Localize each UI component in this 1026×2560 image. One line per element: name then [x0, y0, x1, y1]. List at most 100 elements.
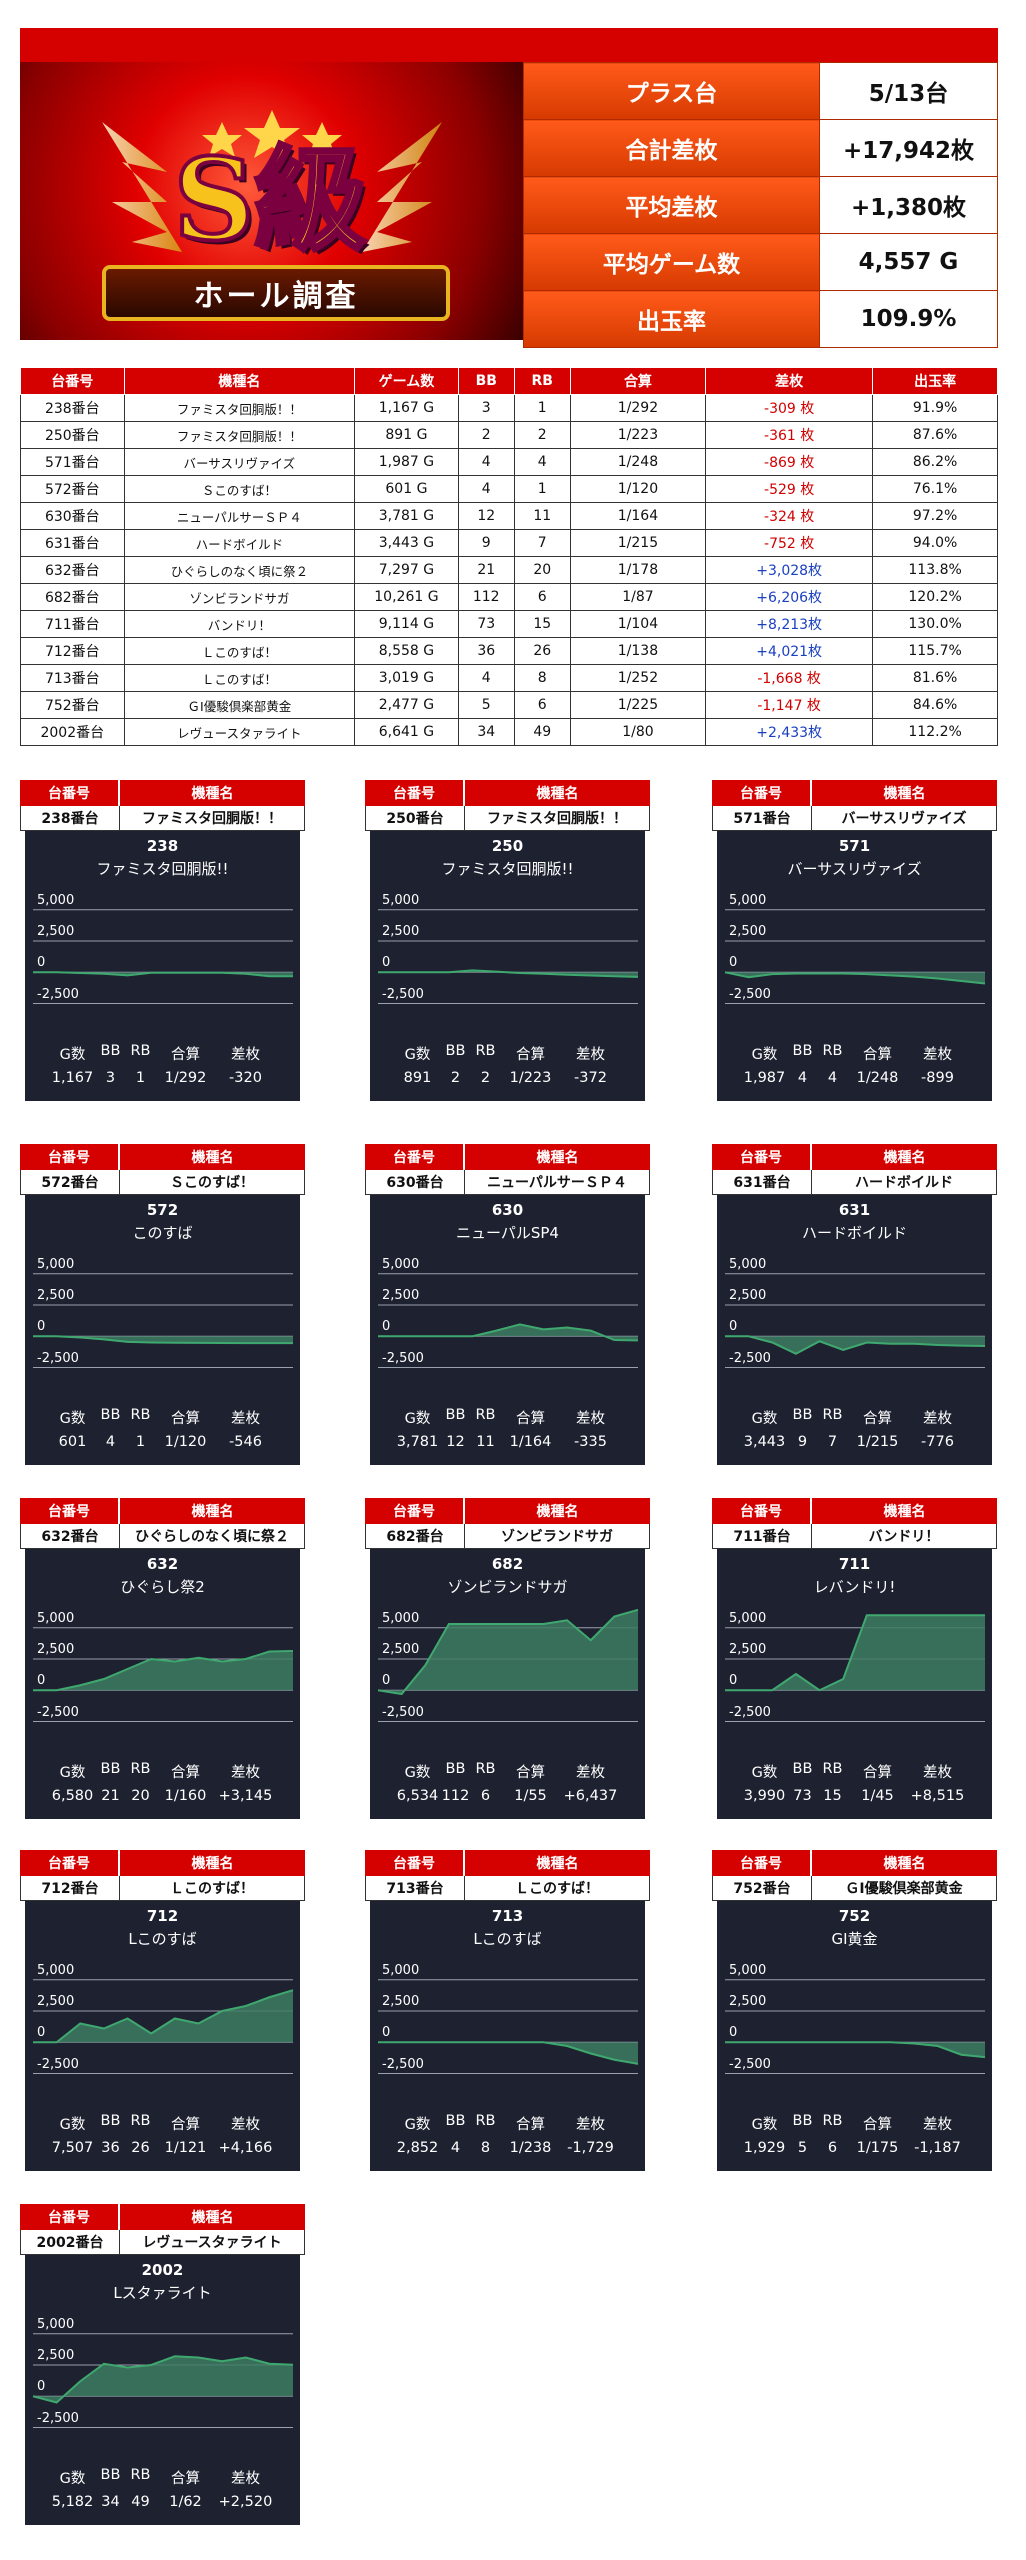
stat-value: 21 [101, 1788, 120, 1804]
cell-rb: 6 [513, 691, 571, 719]
cell-rate: 113.8% [872, 556, 998, 584]
y-tick-label: -2,500 [382, 986, 424, 1002]
graph-machine-number: 630 [491, 1201, 524, 1219]
stat-label: BB [445, 2113, 466, 2129]
stat-value: 9 [797, 1434, 808, 1450]
card-header: 台番号 機種名 [365, 780, 650, 806]
y-tick-label: 0 [729, 955, 738, 971]
top-red-bar [20, 28, 998, 62]
series-line [32, 2355, 294, 2404]
graph-machine-number: 713 [491, 1907, 524, 1925]
stat-label: BB [445, 1043, 466, 1059]
graph-machine-name: ひぐらし祭2 [120, 1578, 205, 1596]
card-header-no: 台番号 [365, 1498, 465, 1524]
cell-diff: +3,028枚 [705, 556, 874, 584]
card-header-name: 機種名 [120, 1850, 305, 1876]
graph-machine-number: 711 [838, 1555, 871, 1573]
stats-value-row: 1,167 3 1 1/292 -320 [25, 1070, 300, 1086]
y-tick-label: 2,500 [37, 1994, 75, 2009]
card-header-name: 機種名 [812, 1498, 997, 1524]
stat-value: 8 [480, 2140, 491, 2156]
stat-value: 6,534 [396, 1788, 439, 1804]
stats-label-row: G数 BB RB 合算 差枚 [717, 2113, 992, 2134]
card-info-row: 630番台 ニューパルサーＳＰ４ [365, 1170, 650, 1195]
stat-value: 1/175 [856, 2140, 899, 2156]
card-stats: G数 BB RB 合算 差枚 6,580 21 20 1/160 +3,145 [25, 1761, 300, 1804]
table-row: 631番台 ハードボイルド 3,443 G 9 7 1/215 -752 枚 94.0% [20, 529, 998, 557]
summary-value: 4,557 G [819, 233, 998, 291]
card-info-row: 752番台 ＧⅠ優駿倶楽部黄金 [712, 1876, 997, 1901]
cell-games: 9,114 G [354, 610, 459, 638]
summary-row: 平均差枚 +1,380枚 [523, 176, 998, 234]
stat-label: BB [100, 1407, 121, 1423]
stat-label: BB [792, 2113, 813, 2129]
card-info-row: 682番台 ゾンビランドサガ [365, 1524, 650, 1549]
stat-label: RB [475, 1761, 496, 1777]
series-area [725, 1336, 985, 1354]
cell-rate: 94.0% [872, 529, 998, 557]
stat-label: 合算 [171, 1411, 200, 1427]
stat-label: G数 [59, 1411, 86, 1427]
y-tick-label: 0 [382, 955, 391, 971]
card-machine-no: 711番台 [713, 1524, 812, 1548]
stat-label: BB [100, 1043, 121, 1059]
stat-value: 1 [135, 1434, 146, 1450]
series-area [725, 972, 985, 984]
cell-bb: 5 [457, 691, 515, 719]
stats-value-row: 6,580 21 20 1/160 +3,145 [25, 1788, 300, 1804]
card-header-no: 台番号 [712, 1144, 812, 1170]
stats-label-row: G数 BB RB 合算 差枚 [370, 1043, 645, 1064]
cell-no: 682番台 [20, 583, 125, 611]
stat-label: 差枚 [576, 1765, 605, 1781]
cell-rb: 49 [513, 718, 571, 746]
cell-name: ニューパルサーＳＰ４ [123, 502, 356, 530]
stats-value-row: 3,443 9 7 1/215 -776 [717, 1434, 992, 1450]
stat-value: +6,437 [563, 1788, 618, 1804]
cell-no: 630番台 [20, 502, 125, 530]
cell-bb: 73 [457, 610, 515, 638]
stats-value-row: 6,534 112 6 1/55 +6,437 [370, 1788, 645, 1804]
card-header: 台番号 機種名 [712, 1144, 997, 1170]
cell-ratio: 1/164 [569, 502, 707, 530]
machine-card: 台番号 機種名 682番台 ゾンビランドサガ 682 ゾンビランドサガ 5,000 2,500… [365, 1498, 650, 1833]
stats-label-row: G数 BB RB 合算 差枚 [717, 1761, 992, 1782]
stat-value: 5 [797, 2140, 808, 2156]
y-tick-label: 2,500 [37, 1288, 75, 1303]
card-header: 台番号 機種名 [20, 1144, 305, 1170]
stat-label: RB [130, 1043, 151, 1059]
cell-rate: 120.2% [872, 583, 998, 611]
card-header: 台番号 機種名 [365, 1144, 650, 1170]
machine-card: 台番号 機種名 630番台 ニューパルサーＳＰ４ 630 ニューパルSP4 5,000 2,5… [365, 1144, 650, 1479]
card-info-row: 571番台 バーサスリヴァイズ [712, 806, 997, 831]
card-header-name: 機種名 [812, 1850, 997, 1876]
summary-row: 出玉率 109.9% [523, 290, 998, 348]
stats-value-row: 2,852 4 8 1/238 -1,729 [370, 2140, 645, 2156]
column-header: ゲーム数 [354, 367, 459, 395]
stat-value: 12 [446, 1434, 465, 1450]
cell-name: ファミスタ回胴版！！ [123, 421, 356, 449]
cell-rb: 2 [513, 421, 571, 449]
stat-label: 合算 [516, 2117, 545, 2133]
y-tick-label: 2,500 [37, 2348, 75, 2363]
y-tick-label: 2,500 [382, 1994, 420, 2009]
cell-bb: 21 [457, 556, 515, 584]
stat-label: 合算 [516, 1411, 545, 1427]
cell-ratio: 1/215 [569, 529, 707, 557]
y-tick-label: 5,000 [37, 892, 75, 908]
card-header-name: 機種名 [120, 2204, 305, 2230]
cell-name: Ｌこのすば！ [123, 664, 356, 692]
series-area [33, 1990, 293, 2043]
stats-value-row: 5,182 34 49 1/62 +2,520 [25, 2494, 300, 2510]
cell-bb: 2 [457, 421, 515, 449]
cell-name: Ｌこのすば！ [123, 637, 356, 665]
cell-no: 632番台 [20, 556, 125, 584]
stat-value: 4 [105, 1434, 116, 1450]
table-header-row: 台番号 機種名 ゲーム数 BB RB 合算 差枚 出玉率 [20, 367, 998, 395]
cell-games: 8,558 G [354, 637, 459, 665]
stats-label-row: G数 BB RB 合算 差枚 [25, 1761, 300, 1782]
card-info-row: 250番台 ファミスタ回胴版！！ [365, 806, 650, 831]
series-area [378, 1609, 638, 1694]
cell-ratio: 1/120 [569, 475, 707, 503]
series-line [33, 1989, 294, 2044]
stat-label: BB [100, 2113, 121, 2129]
